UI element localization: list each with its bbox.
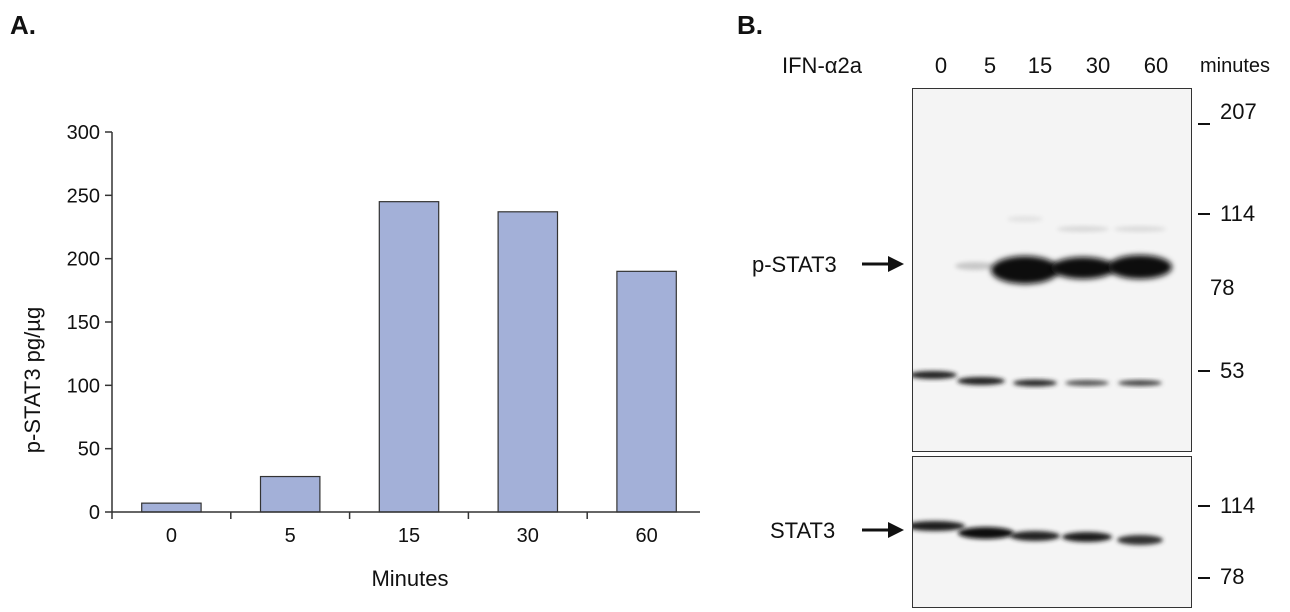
band-53-lane5 xyxy=(1118,380,1162,386)
faint-band xyxy=(1007,216,1043,222)
marker-label: 114 xyxy=(1220,201,1256,226)
marker-label: 207 xyxy=(1220,99,1257,124)
faint-band xyxy=(1114,226,1166,232)
y-axis-label: p-STAT3 pg/µg xyxy=(20,307,45,453)
bar-5 xyxy=(259,475,321,513)
y-tick-label: 50 xyxy=(78,439,100,461)
panel-a-label: A. xyxy=(10,10,36,40)
y-tick-label: 300 xyxy=(67,122,100,144)
marker-tick xyxy=(1198,123,1210,125)
marker-label: 78 xyxy=(1220,564,1245,589)
x-tick-label: 5 xyxy=(285,525,296,547)
lane-label: 5 xyxy=(983,53,997,78)
pstat3-label: p-STAT3 xyxy=(752,252,837,277)
pstat3-band-lane3 xyxy=(991,256,1059,284)
band-53-lane1 xyxy=(909,371,957,379)
lower-blot xyxy=(905,456,1192,608)
stat3-arrow-icon xyxy=(862,522,904,538)
marker-label: 114 xyxy=(1220,493,1256,518)
y-tick-label: 0 xyxy=(89,502,100,524)
bar-60 xyxy=(616,270,677,513)
band-53-lane3 xyxy=(1013,379,1057,387)
stat3-band-lane4 xyxy=(1062,532,1112,542)
pstat3-band-lane2 xyxy=(955,262,995,270)
x-axis-label: Minutes xyxy=(371,566,448,591)
y-tick-label: 150 xyxy=(67,312,100,334)
stat3-band-lane3 xyxy=(1010,531,1060,541)
lower-blot-bands xyxy=(905,521,1163,545)
y-tick-label: 100 xyxy=(67,375,100,397)
stat3-band-lane2 xyxy=(958,527,1014,539)
x-tick-label: 60 xyxy=(635,525,657,547)
stat3-band-lane5 xyxy=(1117,535,1163,545)
marker-label: 53 xyxy=(1220,358,1245,383)
x-tick-label: 15 xyxy=(398,525,420,547)
marker-tick xyxy=(1198,370,1210,372)
lane-label: 60 xyxy=(1143,53,1169,78)
lane-label: 0 xyxy=(934,53,948,78)
marker-label: 78 xyxy=(1210,275,1235,300)
y-tick-label: 250 xyxy=(67,185,100,207)
upper-blot-bands xyxy=(909,216,1172,387)
upper-blot xyxy=(909,88,1192,452)
x-tick-label: 30 xyxy=(517,525,539,547)
marker-tick xyxy=(1198,213,1210,215)
marker-tick xyxy=(1198,577,1210,579)
faint-band xyxy=(1057,226,1109,232)
pstat3-band-lane5 xyxy=(1108,255,1172,279)
panel-b-label: B. xyxy=(737,10,763,40)
marker-tick xyxy=(1198,505,1210,507)
lane-label: 30 xyxy=(1085,53,1111,78)
pstat3-band-lane4 xyxy=(1051,257,1115,279)
x-tick-label: 0 xyxy=(166,525,177,547)
band-53-lane4 xyxy=(1065,380,1109,386)
pstat3-arrow-icon xyxy=(862,256,904,272)
stat3-label: STAT3 xyxy=(770,518,836,543)
treatment-label: IFN-α2a xyxy=(782,53,862,78)
bar-15 xyxy=(378,201,440,513)
stat3-band-lane1 xyxy=(905,521,965,531)
bar-30 xyxy=(497,211,559,513)
lane-unit-label: minutes xyxy=(1200,55,1271,77)
lane-label: 15 xyxy=(1027,53,1053,78)
bar-0 xyxy=(141,502,202,513)
bar-chart: p-STAT3 pg/µg Minutes 050100150200250300… xyxy=(20,122,700,591)
band-53-lane2 xyxy=(957,377,1005,385)
y-tick-label: 200 xyxy=(67,249,100,271)
